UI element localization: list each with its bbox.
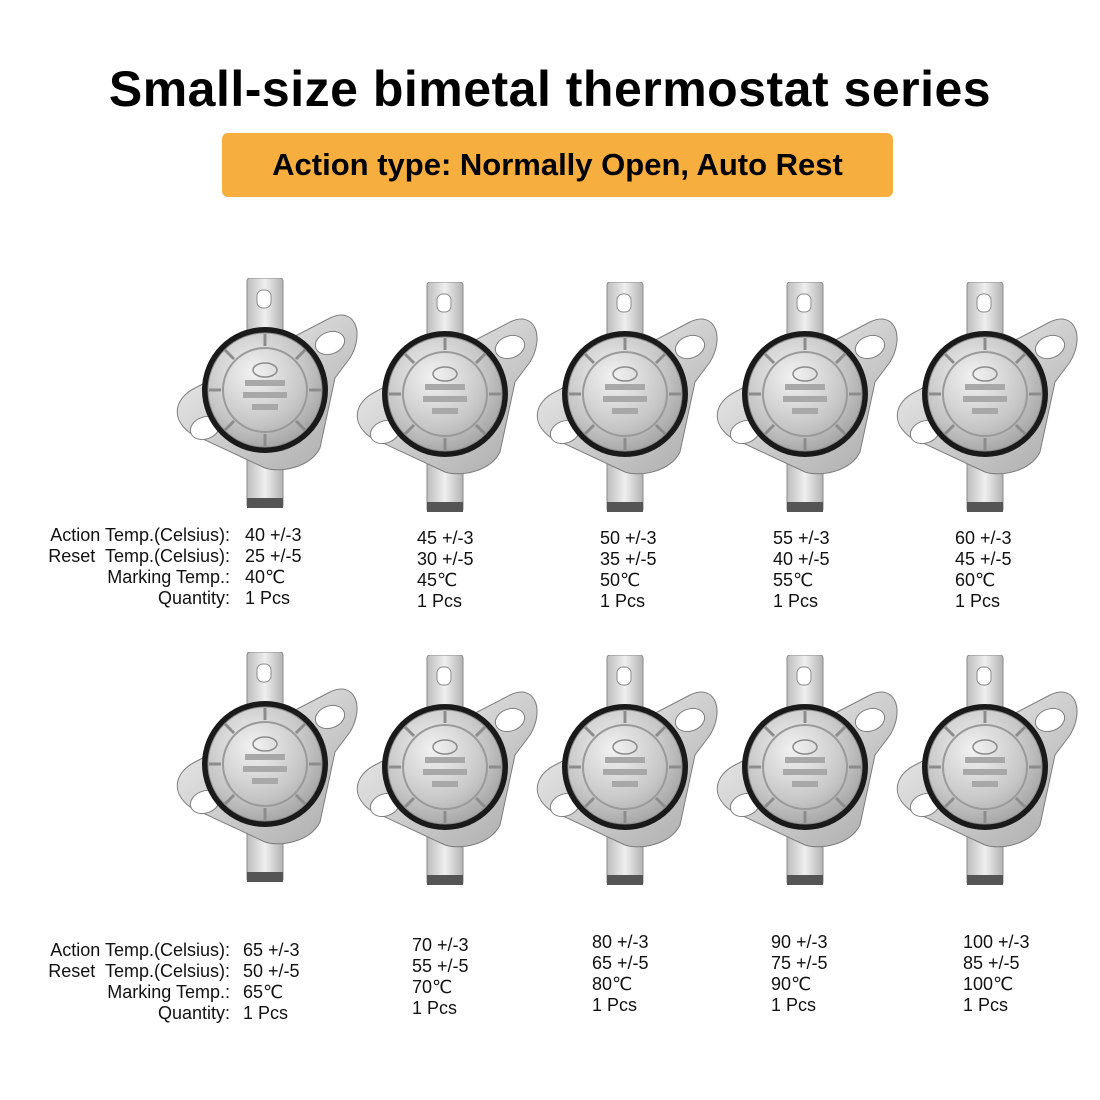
reset-temp-value: 50 +/-5 <box>243 961 300 981</box>
marking-temp-label: Marking Temp.: <box>107 567 230 587</box>
spec-column: 80 +/-3 65 +/-5 80℃ 1 Pcs <box>592 932 649 1016</box>
action-temp-value: 80 +/-3 <box>592 932 649 952</box>
thermostat-40-icon <box>170 278 360 508</box>
spec-column: 60 +/-3 45 +/-5 60℃ 1 Pcs <box>955 528 1012 612</box>
thermostat-80-icon <box>530 655 720 885</box>
marking-temp-value: 50℃ <box>600 570 641 590</box>
row2-spec-labels: Action Temp.(Celsius): Reset Temp.(Celsi… <box>14 940 230 1024</box>
action-temp-value: 55 +/-3 <box>773 528 830 548</box>
action-temp-value: 45 +/-3 <box>417 528 474 548</box>
reset-temp-label: Reset Temp.(Celsius): <box>48 961 230 981</box>
quantity-value: 1 Pcs <box>963 995 1009 1015</box>
spec-column: 100 +/-3 85 +/-5 100℃ 1 Pcs <box>963 932 1030 1016</box>
quantity-value: 1 Pcs <box>592 995 638 1015</box>
reset-temp-value: 55 +/-5 <box>412 956 469 976</box>
quantity-value: 1 Pcs <box>771 995 817 1015</box>
marking-temp-value: 100℃ <box>963 974 1014 994</box>
reset-temp-value: 45 +/-5 <box>955 549 1012 569</box>
quantity-value: 1 Pcs <box>245 588 291 608</box>
marking-temp-value: 90℃ <box>771 974 812 994</box>
action-temp-value: 100 +/-3 <box>963 932 1030 952</box>
spec-column: 40 +/-3 25 +/-5 40℃ 1 Pcs <box>245 525 302 609</box>
reset-temp-value: 75 +/-5 <box>771 953 828 973</box>
thermostat-55-icon <box>710 282 900 512</box>
marking-temp-value: 70℃ <box>412 977 453 997</box>
marking-temp-value: 40℃ <box>245 567 286 587</box>
spec-column: 55 +/-3 40 +/-5 55℃ 1 Pcs <box>773 528 830 612</box>
action-temp-value: 60 +/-3 <box>955 528 1012 548</box>
quantity-value: 1 Pcs <box>600 591 646 611</box>
reset-temp-value: 25 +/-5 <box>245 546 302 566</box>
thermostat-45-icon <box>350 282 540 512</box>
quantity-value: 1 Pcs <box>773 591 819 611</box>
marking-temp-value: 60℃ <box>955 570 996 590</box>
quantity-value: 1 Pcs <box>955 591 1001 611</box>
row1-spec-labels: Action Temp.(Celsius): Reset Temp.(Celsi… <box>14 525 230 609</box>
action-type-badge: Action type: Normally Open, Auto Rest <box>222 133 893 197</box>
reset-temp-value: 30 +/-5 <box>417 549 474 569</box>
thermostat-65-icon <box>170 652 360 882</box>
thermostat-70-icon <box>350 655 540 885</box>
action-temp-value: 90 +/-3 <box>771 932 828 952</box>
reset-temp-label: Reset Temp.(Celsius): <box>48 546 230 566</box>
spec-column: 90 +/-3 75 +/-5 90℃ 1 Pcs <box>771 932 828 1016</box>
action-temp-value: 40 +/-3 <box>245 525 302 545</box>
thermostat-90-icon <box>710 655 900 885</box>
spec-column: 45 +/-3 30 +/-5 45℃ 1 Pcs <box>417 528 474 612</box>
marking-temp-value: 65℃ <box>243 982 284 1002</box>
action-temp-value: 70 +/-3 <box>412 935 469 955</box>
spec-column: 50 +/-3 35 +/-5 50℃ 1 Pcs <box>600 528 657 612</box>
marking-temp-value: 80℃ <box>592 974 633 994</box>
action-temp-label: Action Temp.(Celsius): <box>50 940 230 960</box>
marking-temp-value: 55℃ <box>773 570 814 590</box>
quantity-label: Quantity: <box>157 1003 230 1023</box>
action-temp-value: 50 +/-3 <box>600 528 657 548</box>
marking-temp-value: 45℃ <box>417 570 458 590</box>
reset-temp-value: 65 +/-5 <box>592 953 649 973</box>
quantity-value: 1 Pcs <box>412 998 458 1018</box>
thermostat-50-icon <box>530 282 720 512</box>
quantity-value: 1 Pcs <box>243 1003 289 1023</box>
reset-temp-value: 85 +/-5 <box>963 953 1020 973</box>
action-temp-value: 65 +/-3 <box>243 940 300 960</box>
reset-temp-value: 35 +/-5 <box>600 549 657 569</box>
spec-column: 70 +/-3 55 +/-5 70℃ 1 Pcs <box>412 935 469 1019</box>
action-temp-label: Action Temp.(Celsius): <box>50 525 230 545</box>
marking-temp-label: Marking Temp.: <box>107 982 230 1002</box>
thermostat-60-icon <box>890 282 1080 512</box>
quantity-label: Quantity: <box>157 588 230 608</box>
quantity-value: 1 Pcs <box>417 591 463 611</box>
thermostat-100-icon <box>890 655 1080 885</box>
spec-column: 65 +/-3 50 +/-5 65℃ 1 Pcs <box>243 940 300 1024</box>
reset-temp-value: 40 +/-5 <box>773 549 830 569</box>
page-title: Small-size bimetal thermostat series <box>108 61 992 117</box>
